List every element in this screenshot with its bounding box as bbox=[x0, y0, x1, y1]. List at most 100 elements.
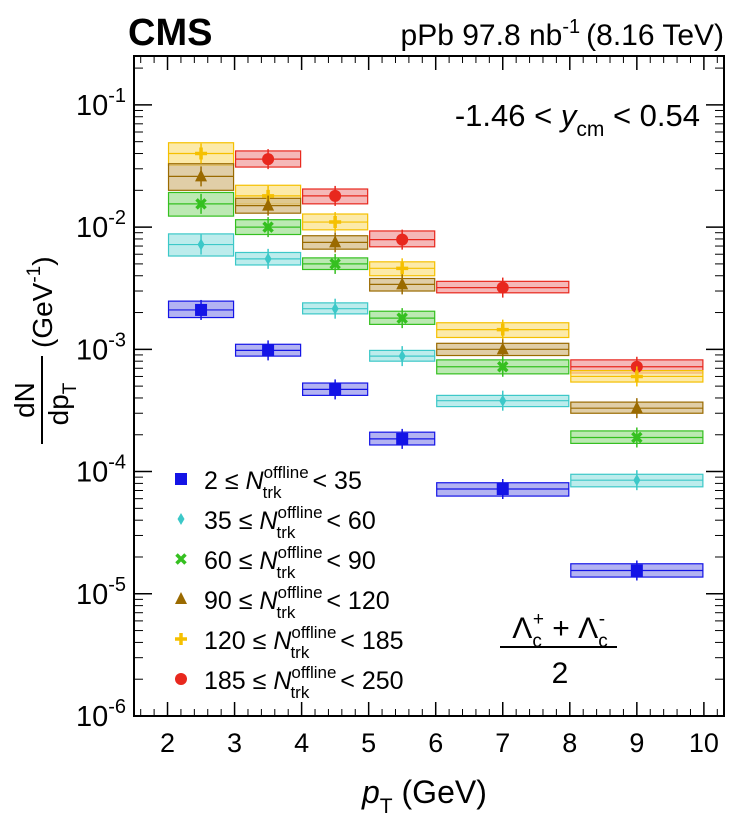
lumi-exponent: -1 bbox=[562, 16, 580, 38]
legend-n: N bbox=[273, 667, 292, 695]
data-point-s4-b0 bbox=[197, 238, 205, 251]
particle-numerator: Λc+ + Λc- bbox=[512, 609, 607, 652]
y-tick-base: 10 bbox=[76, 212, 108, 244]
data-point-s2-b5 bbox=[630, 401, 643, 414]
y-unit-close: ) bbox=[27, 256, 58, 265]
particle-fraction: Λc+ + Λc- 2 bbox=[500, 609, 617, 690]
legend-sup: offline bbox=[277, 543, 322, 562]
legend-lo: 60 ≤ bbox=[204, 547, 259, 575]
legend-label-4: 120 ≤ Noffline trk < 185 bbox=[204, 623, 404, 662]
data-point-s4-b2 bbox=[331, 302, 339, 315]
data-point-s3-b2 bbox=[329, 258, 341, 270]
data-point-s1-b2 bbox=[329, 216, 342, 229]
legend-hi: < 90 bbox=[319, 547, 375, 575]
y-axis-unit: (GeV-1) bbox=[24, 256, 58, 348]
data-point-s2-b0 bbox=[195, 169, 208, 182]
x-tick-label-9: 9 bbox=[629, 728, 644, 758]
y-tick-exponent: -4 bbox=[108, 452, 126, 474]
data-point-s2-b2 bbox=[329, 235, 342, 248]
legend-marker-3 bbox=[175, 592, 187, 604]
experiment-label: CMS bbox=[128, 12, 212, 54]
y-axis-numerator: dN bbox=[9, 382, 40, 418]
y-tick-exponent: -3 bbox=[108, 329, 126, 351]
x-tick-label-4: 4 bbox=[294, 728, 309, 758]
y-tick-label-3: 10-3 bbox=[76, 329, 126, 366]
rapidity-right: < 0.54 bbox=[604, 98, 700, 133]
y-tick-exponent: -5 bbox=[108, 574, 126, 596]
y-num-d: dN bbox=[9, 382, 40, 418]
legend-label-0: 2 ≤ Noffline trk < 35 bbox=[204, 463, 362, 502]
legend-label-1: 35 ≤ Noffline trk < 60 bbox=[204, 503, 376, 542]
legend-n: N bbox=[259, 507, 278, 535]
legend-marker-2 bbox=[175, 553, 187, 565]
y-den-sub: T bbox=[60, 382, 81, 394]
y-tick-exponent: -1 bbox=[108, 85, 126, 107]
data-point-s1-b5 bbox=[630, 370, 643, 383]
y-tick-exponent: -2 bbox=[108, 207, 126, 229]
legend-sup: offline bbox=[291, 663, 336, 682]
legend-sup: offline bbox=[264, 463, 309, 482]
legend-label-2: 60 ≤ Noffline trk < 90 bbox=[204, 543, 376, 582]
y-tick-label-4: 10-2 bbox=[76, 207, 126, 244]
data-point-s0-b3 bbox=[496, 281, 509, 294]
legend-n: N bbox=[273, 627, 292, 655]
x-axis-sub: T bbox=[380, 795, 393, 818]
x-tick-label-5: 5 bbox=[361, 728, 376, 758]
legend-sub: trk bbox=[277, 603, 296, 622]
y-tick-label-2: 10-4 bbox=[76, 452, 126, 489]
legend-sub: trk bbox=[290, 683, 309, 702]
data-point-s5-b0 bbox=[195, 303, 208, 316]
x-axis-title: pT (GeV) bbox=[361, 774, 487, 818]
legend-lo: 90 ≤ bbox=[204, 587, 259, 615]
y-unit-exp: -1 bbox=[24, 266, 45, 283]
data-point-s4-b3 bbox=[398, 350, 406, 363]
y-tick-base: 10 bbox=[76, 90, 108, 122]
data-point-s4-b1 bbox=[264, 252, 272, 265]
y-unit-open: (GeV bbox=[27, 282, 58, 348]
data-point-s3-b1 bbox=[262, 221, 274, 233]
data-point-s4-b4 bbox=[499, 394, 507, 407]
legend-sub: trk bbox=[290, 643, 309, 662]
legend-hi: < 35 bbox=[306, 467, 362, 495]
data-point-s5-b1 bbox=[262, 344, 275, 357]
legend-sub: trk bbox=[263, 483, 282, 502]
lambda-minus-sub: c bbox=[598, 631, 608, 652]
legend-marker-5 bbox=[175, 673, 187, 685]
particle-plus-op: + bbox=[544, 612, 578, 645]
legend-marker-4 bbox=[175, 633, 187, 645]
legend-n: N bbox=[259, 547, 278, 575]
legend-sup: offline bbox=[277, 583, 322, 602]
data-point-s1-b0 bbox=[195, 147, 208, 160]
legend-n: N bbox=[246, 467, 265, 495]
legend-lo: 185 ≤ bbox=[204, 667, 273, 695]
data-point-s3-b0 bbox=[195, 198, 207, 210]
particle-denominator: 2 bbox=[552, 657, 569, 690]
y-tick-label-0: 10-6 bbox=[76, 696, 126, 733]
legend-hi: < 250 bbox=[333, 667, 403, 695]
rapidity-label: -1.46 < ycm < 0.54 bbox=[455, 98, 700, 141]
legend-sub: trk bbox=[277, 563, 296, 582]
legend-sup: offline bbox=[291, 623, 336, 642]
y-axis-denominator: dpT bbox=[43, 382, 81, 425]
lambda-minus-sign: - bbox=[599, 609, 605, 630]
y-tick-exponent: -6 bbox=[108, 696, 126, 718]
data-point-s0-b1 bbox=[329, 189, 342, 202]
data-point-s3-b3 bbox=[396, 312, 408, 324]
x-tick-label-6: 6 bbox=[428, 728, 443, 758]
legend-label-5: 185 ≤ Noffline trk < 250 bbox=[204, 663, 404, 702]
data-point-s0-b2 bbox=[396, 233, 409, 246]
x-axis-var: p bbox=[361, 774, 380, 810]
data-point-s3-b4 bbox=[497, 361, 509, 373]
lambda-plus-sign: + bbox=[533, 609, 544, 630]
lambda-plus: Λ bbox=[512, 612, 532, 645]
y-axis-title: dN dpT (GeV-1) bbox=[9, 256, 81, 444]
x-tick-label-3: 3 bbox=[227, 728, 242, 758]
x-tick-label-10: 10 bbox=[689, 728, 719, 758]
y-tick-base: 10 bbox=[76, 701, 108, 733]
rapidity-sub: cm bbox=[576, 118, 604, 141]
x-tick-label-2: 2 bbox=[160, 728, 175, 758]
legend-lo: 120 ≤ bbox=[204, 627, 273, 655]
